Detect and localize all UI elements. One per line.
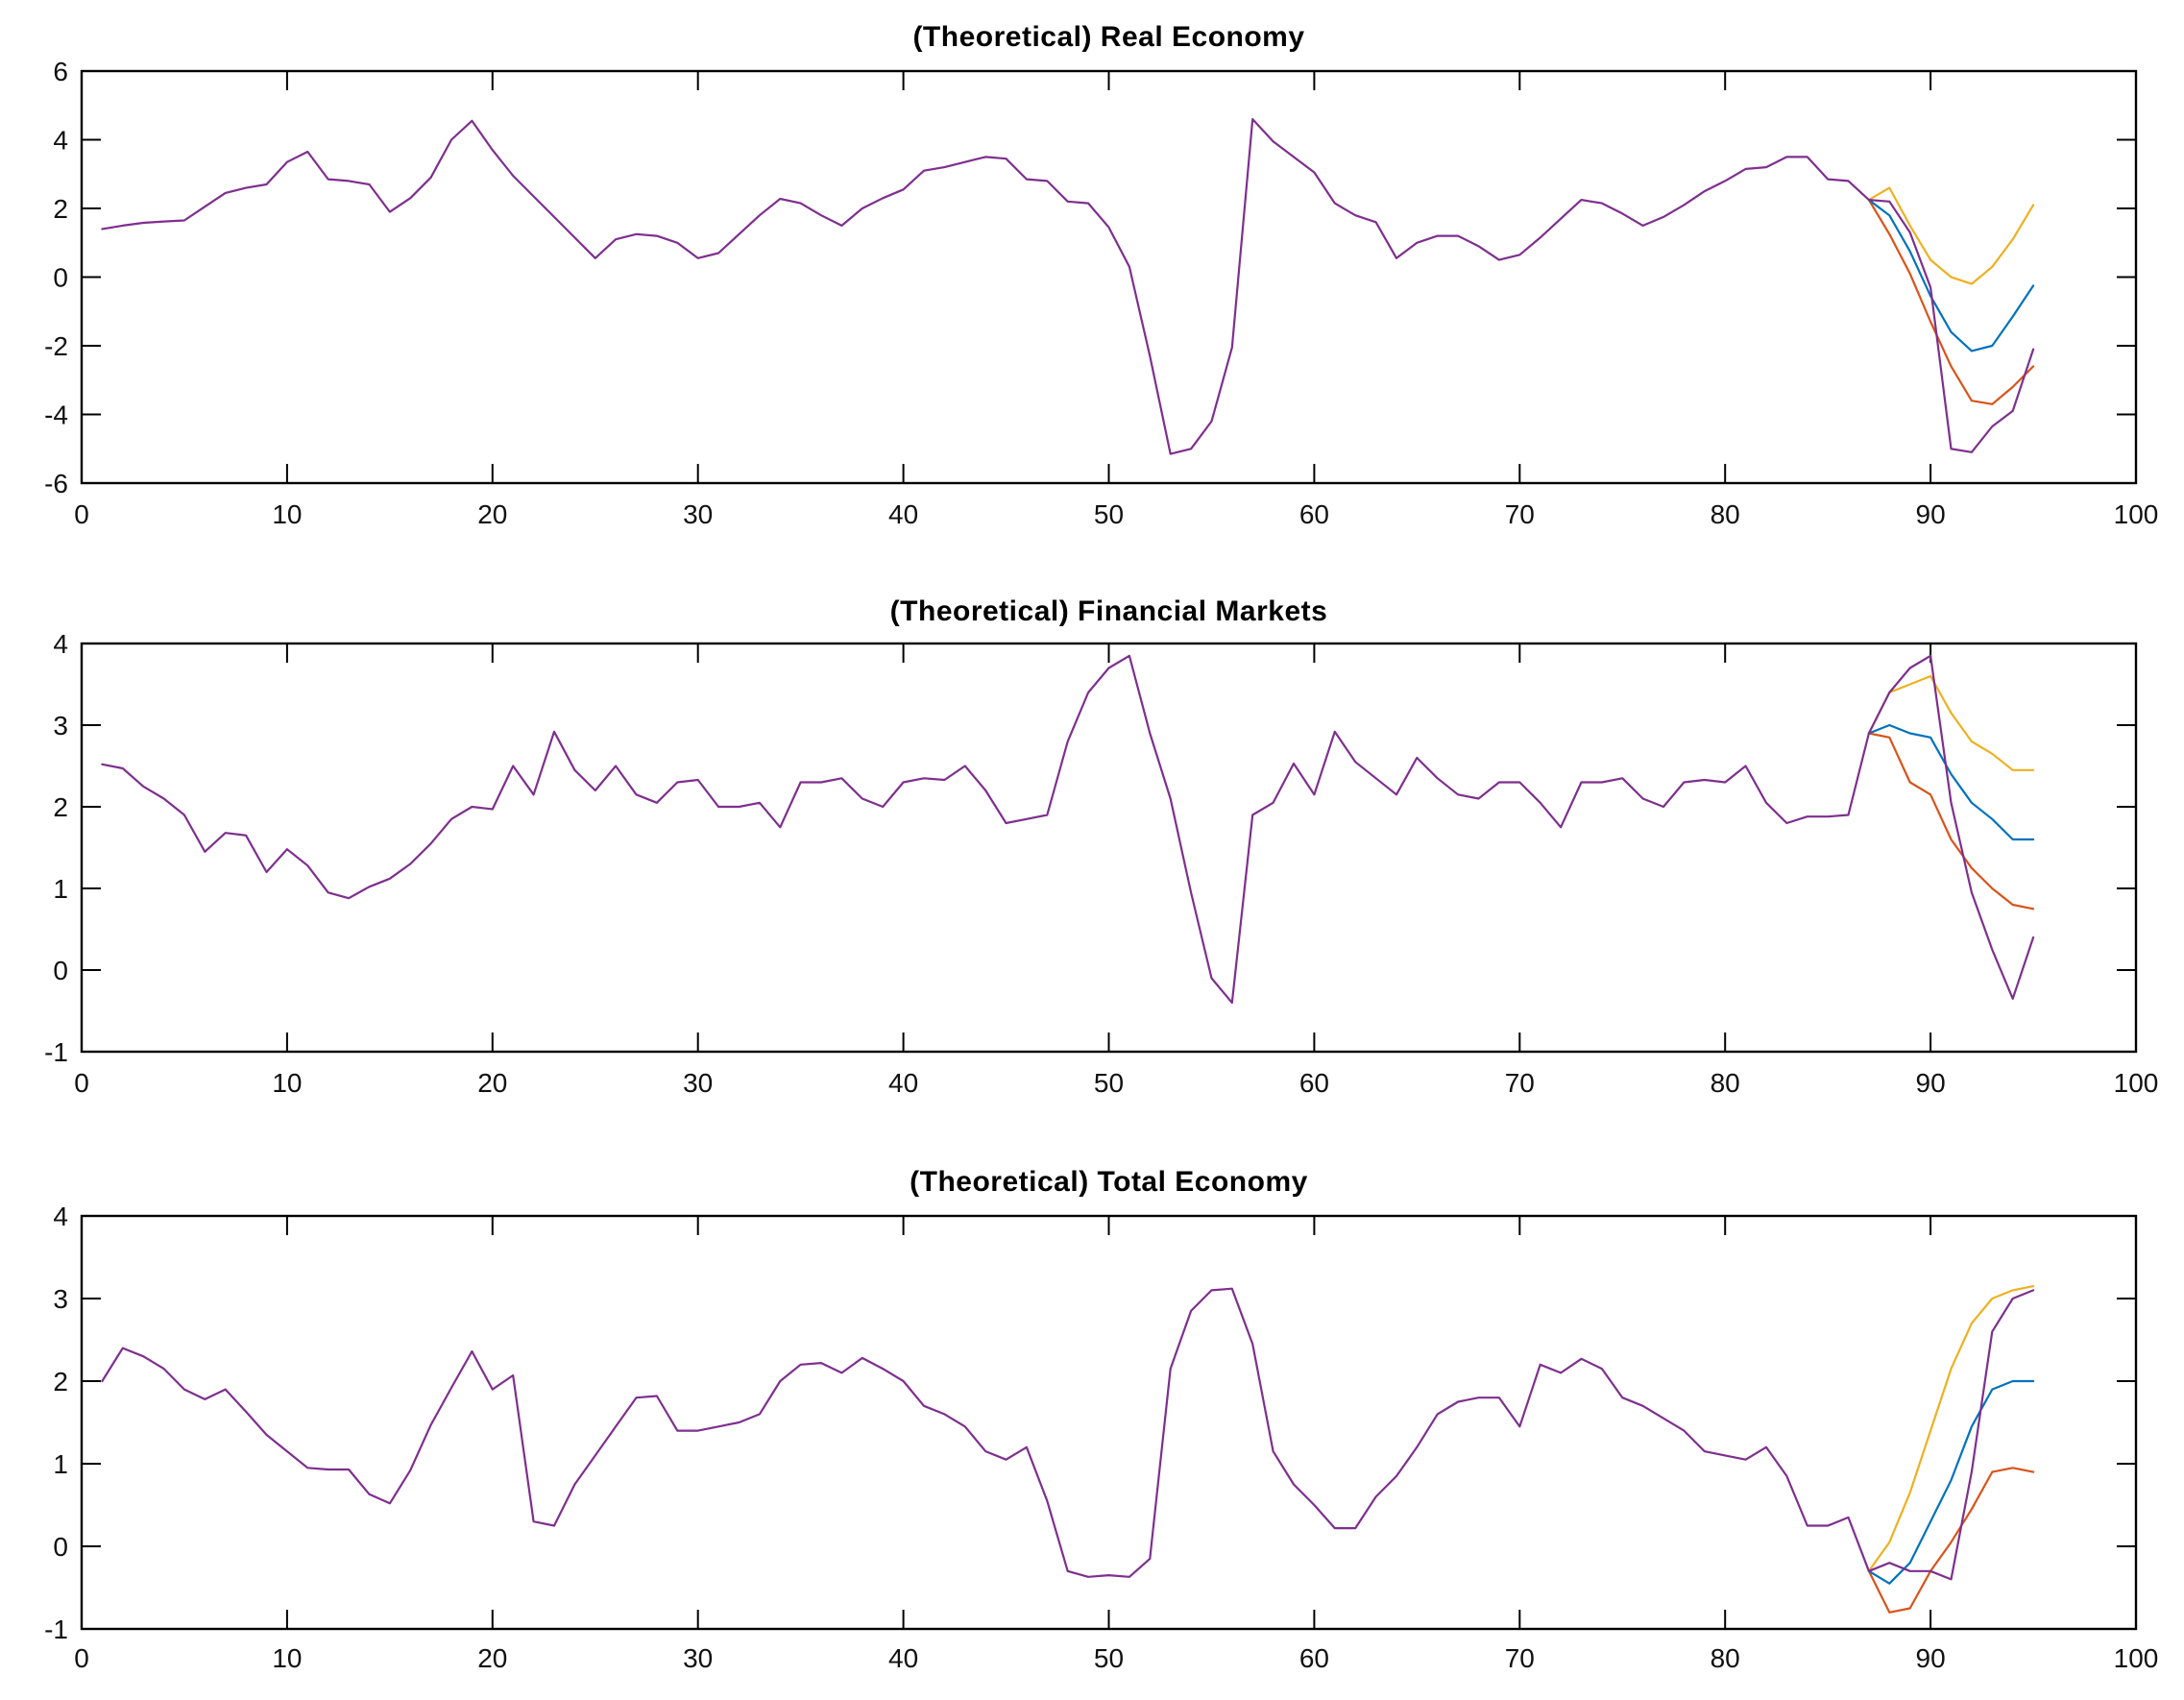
x-tick-label: 70 [1505,1643,1535,1673]
x-tick-label: 20 [477,1643,507,1673]
y-tick-label: 1 [53,1449,68,1479]
x-tick-label: 90 [1916,1068,1946,1098]
x-tick-label: 70 [1505,499,1535,529]
y-tick-label: 3 [53,1284,68,1314]
x-tick-label: 100 [2114,499,2159,529]
x-tick-label: 50 [1094,1643,1124,1673]
x-tick-label: 40 [888,499,918,529]
x-tick-label: 20 [477,1068,507,1098]
series-line-forecast-yellow [1867,674,2035,771]
x-tick-label: 70 [1505,1068,1535,1098]
y-tick-label: 3 [53,711,68,741]
y-tick-label: -6 [44,469,68,498]
axis-box [80,642,2138,1054]
x-tick-label: 0 [74,499,89,529]
subplot-real-economy: 0 10 20 30 40 50 60 70 80 90 100 -6 -4 -2 0 2 4 6 [44,57,2158,529]
x-tick-label: 10 [272,1068,302,1098]
axis-box [80,1214,2138,1631]
x-tick-label: 10 [272,1643,302,1673]
x-tick-label: 30 [683,499,713,529]
x-tick-label: 0 [74,1643,89,1673]
y-tick-label: 2 [53,792,68,822]
x-tick-label: 30 [683,1643,713,1673]
series-line-forecast-yellow [1867,186,2035,285]
x-tick-label: 40 [888,1068,918,1098]
y-tick-label: 4 [53,1202,68,1231]
y-tick-label: 0 [53,1532,68,1562]
x-tick-label: 10 [272,499,302,529]
y-tick-label: 4 [53,629,68,659]
y-tick-label: 6 [53,57,68,86]
x-tick-label: 100 [2114,1643,2159,1673]
series-line-forecast-blue [1867,723,2035,841]
x-tick-label: 60 [1299,499,1329,529]
x-tick-label: 50 [1094,499,1124,529]
plot-title-real-economy: (Theoretical) Real Economy [912,21,1305,53]
y-tick-label: 4 [53,126,68,156]
x-tick-label: 40 [888,1643,918,1673]
x-tick-label: 90 [1916,499,1946,529]
series-line-actual [101,117,2035,455]
series-line-forecast-yellow [1867,1284,2035,1572]
x-tick-label: 30 [683,1068,713,1098]
x-tick-label: 80 [1711,499,1740,529]
x-tick-label: 90 [1916,1643,1946,1673]
y-tick-label: 0 [53,263,68,293]
plot-title-financial-markets: (Theoretical) Financial Markets [889,595,1328,627]
axis-box [80,69,2138,485]
y-tick-label: -1 [44,1615,68,1644]
series-line-forecast-blue [1867,199,2035,352]
x-tick-label: 50 [1094,1068,1124,1098]
y-tick-label: -2 [44,331,68,361]
x-tick-label: 20 [477,499,507,529]
series-line-forecast-red [1867,1467,2035,1614]
series-line-actual [101,1287,2035,1581]
series-line-forecast-blue [1867,1379,2035,1585]
y-tick-label: 2 [53,1367,68,1396]
y-tick-label: -4 [44,401,68,430]
x-tick-label: 80 [1711,1068,1740,1098]
series-line-actual [101,654,2035,1005]
x-tick-label: 60 [1299,1643,1329,1673]
plot-title-total-economy: (Theoretical) Total Economy [910,1166,1308,1198]
y-tick-label: -1 [44,1037,68,1067]
series-line-forecast-red [1867,199,2035,405]
x-tick-label: 80 [1711,1643,1740,1673]
series-line-forecast-red [1867,732,2035,911]
y-tick-label: 0 [53,956,68,985]
y-tick-label: 1 [53,874,68,904]
x-tick-label: 0 [74,1068,89,1098]
x-tick-label: 60 [1299,1068,1329,1098]
y-tick-label: 2 [53,194,68,224]
x-tick-label: 100 [2114,1068,2159,1098]
